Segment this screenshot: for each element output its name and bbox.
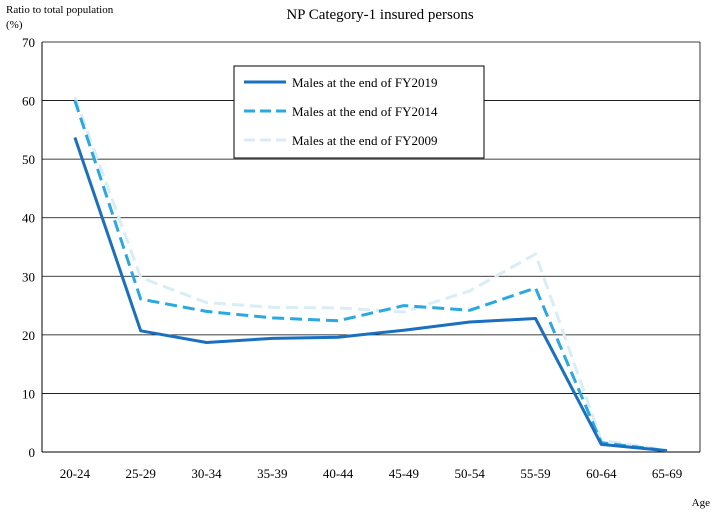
x-tick-label: 30-34 [191,466,222,481]
x-tick-label: 60-64 [586,466,617,481]
x-axis-title: Age [692,497,710,509]
legend-label: Males at the end of FY2014 [292,104,438,119]
y-axis-ticks: 0 10 20 30 40 50 60 70 [22,35,35,460]
y-tick-label: 50 [22,152,35,167]
series-line [73,137,668,453]
y-axis-unit: (%) [6,19,23,31]
series-lines [73,96,668,453]
x-tick-label: 50-54 [455,466,486,481]
x-tick-label: 35-39 [257,466,287,481]
legend-label: Males at the end of FY2009 [292,133,438,148]
y-tick-label: 40 [22,211,35,226]
legend: Males at the end of FY2019 Males at the e… [233,65,485,159]
x-tick-label: 65-69 [652,466,682,481]
y-tick-label: 60 [22,94,35,109]
y-tick-label: 30 [22,269,35,284]
x-tick-label: 40-44 [323,466,354,481]
series-line [73,96,668,452]
y-axis-title: Ratio to total population [6,4,114,16]
x-tick-label: 45-49 [389,466,419,481]
y-tick-label: 0 [29,445,36,460]
x-tick-label: 55-59 [520,466,550,481]
y-tick-label: 10 [22,386,35,401]
series-line [73,100,668,453]
x-tick-label: 20-24 [60,466,91,481]
legend-label: Males at the end of FY2019 [292,75,438,90]
x-tick-label: 25-29 [126,466,156,481]
chart-title: NP Category-1 insured persons [286,7,473,23]
y-tick-label: 70 [22,35,35,50]
x-axis-ticks: 20-24 25-29 30-34 35-39 40-44 45-49 50-54 55-59… [60,466,683,481]
axes [41,42,701,453]
y-tick-label: 20 [22,328,35,343]
